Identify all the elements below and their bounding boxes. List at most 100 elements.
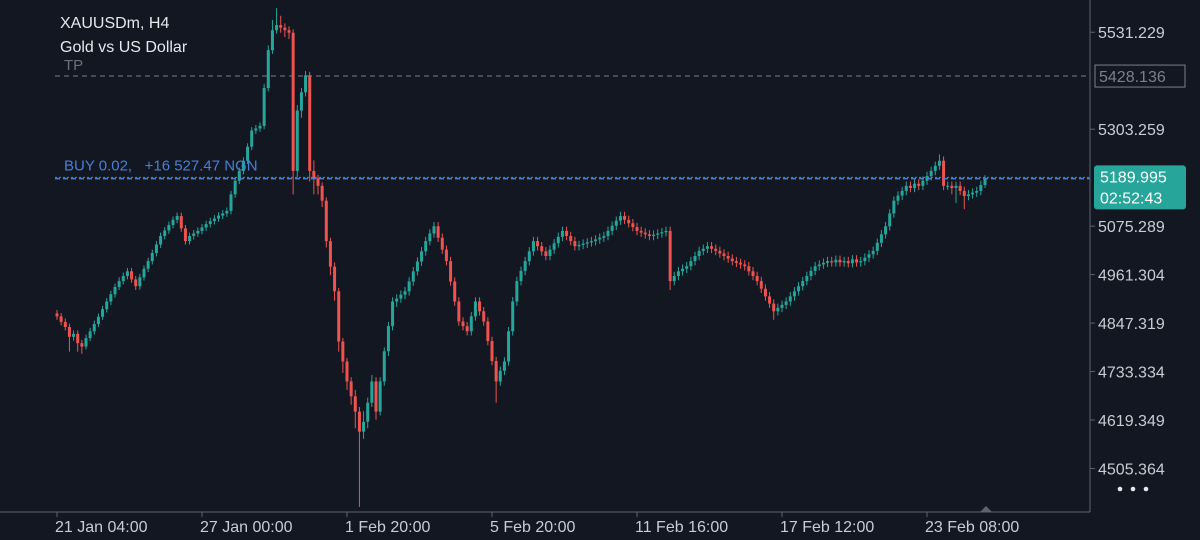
candle-body <box>614 220 618 226</box>
candle-body <box>751 271 755 276</box>
candle-body <box>759 281 763 289</box>
candle-body <box>531 241 535 252</box>
tp-label: TP <box>64 57 83 74</box>
candle-body <box>250 130 254 147</box>
x-tick-label: 17 Feb 12:00 <box>780 519 874 536</box>
candle-body <box>788 296 792 302</box>
candle-body <box>552 243 556 250</box>
candle-body <box>237 170 241 181</box>
candle-body <box>511 301 515 332</box>
candle-body <box>494 361 498 382</box>
candle-body <box>403 291 407 295</box>
candle-body <box>287 30 291 33</box>
candle-body <box>908 185 912 188</box>
candle-body <box>950 185 954 188</box>
candle-body <box>324 200 328 242</box>
candle-body <box>341 341 345 362</box>
candle-body <box>440 237 444 250</box>
candle-body <box>515 281 519 302</box>
chart-title: XAUUSDm, H4 <box>60 15 169 32</box>
candle-body <box>266 50 270 89</box>
candle-body <box>565 230 569 237</box>
x-tick-label: 5 Feb 20:00 <box>490 519 576 536</box>
candle-body <box>867 254 871 258</box>
candle-body <box>84 338 88 347</box>
candle-body <box>933 165 937 171</box>
candle-body <box>838 259 842 263</box>
candle-body <box>498 370 502 382</box>
candle-body <box>150 253 154 262</box>
candle-body <box>92 324 96 332</box>
last-price-label: 5189.995 <box>1100 169 1167 186</box>
candle-body <box>473 301 477 317</box>
candle-body <box>279 25 283 28</box>
candle-body <box>962 190 966 197</box>
candle-body <box>846 261 850 264</box>
candle-body <box>113 287 117 295</box>
candle-body <box>527 251 531 262</box>
candle-body <box>875 242 879 251</box>
candle-body <box>581 243 585 245</box>
candle-body <box>929 170 933 177</box>
candle-body <box>436 226 440 238</box>
candle-body <box>685 266 689 269</box>
menu-dot[interactable] <box>1117 486 1123 492</box>
candle-body <box>424 241 428 252</box>
x-tick-label: 1 Feb 20:00 <box>345 519 431 536</box>
menu-dot[interactable] <box>1130 486 1136 492</box>
candle-body <box>154 244 158 254</box>
y-tick-label: 4847.319 <box>1098 316 1165 333</box>
candle-body <box>109 294 113 302</box>
candle-body <box>540 246 544 252</box>
candle-body <box>76 333 80 344</box>
candle-body <box>660 232 664 234</box>
candle-body <box>304 75 308 93</box>
candle-body <box>229 194 233 211</box>
candle-body <box>146 261 150 269</box>
candle-body <box>320 185 324 201</box>
x-tick-label: 23 Feb 08:00 <box>925 519 1019 536</box>
candle-body <box>863 257 867 262</box>
candle-body <box>884 226 888 235</box>
candle-body <box>809 270 813 276</box>
tp-price-box <box>1094 64 1186 88</box>
y-tick-label: 4619.349 <box>1098 413 1165 430</box>
menu-dot[interactable] <box>1143 486 1149 492</box>
candle-body <box>643 232 647 235</box>
candle-body <box>72 333 76 337</box>
candle-body <box>834 259 838 263</box>
candle-body <box>241 160 245 171</box>
candle-body <box>763 288 767 297</box>
candle-body <box>797 286 801 292</box>
candle-body <box>366 402 370 422</box>
candle-body <box>979 184 983 191</box>
candle-body <box>523 261 527 271</box>
candle-body <box>328 241 332 267</box>
candle-body <box>374 381 378 412</box>
candle-body <box>776 307 780 312</box>
candle-body <box>958 185 962 191</box>
candle-body <box>125 271 129 276</box>
candle-body <box>730 258 734 262</box>
time-marker <box>980 506 992 512</box>
candle-body <box>966 194 970 197</box>
candle-body <box>490 341 494 362</box>
candle-body <box>246 146 250 161</box>
candle-body <box>676 271 680 276</box>
candle-body <box>461 321 465 327</box>
candle-body <box>681 268 685 272</box>
candle-body <box>163 230 167 237</box>
last-price-box <box>1094 165 1186 210</box>
candle-body <box>577 244 581 247</box>
candle-body <box>631 223 635 228</box>
candle-body <box>502 361 506 371</box>
candle-body <box>415 261 419 272</box>
candle-body <box>589 241 593 243</box>
candle-body <box>536 241 540 247</box>
candles <box>55 8 987 507</box>
candle-body <box>585 242 589 244</box>
candle-body <box>362 421 366 432</box>
candle-body <box>453 281 457 302</box>
candle-body <box>308 75 312 171</box>
